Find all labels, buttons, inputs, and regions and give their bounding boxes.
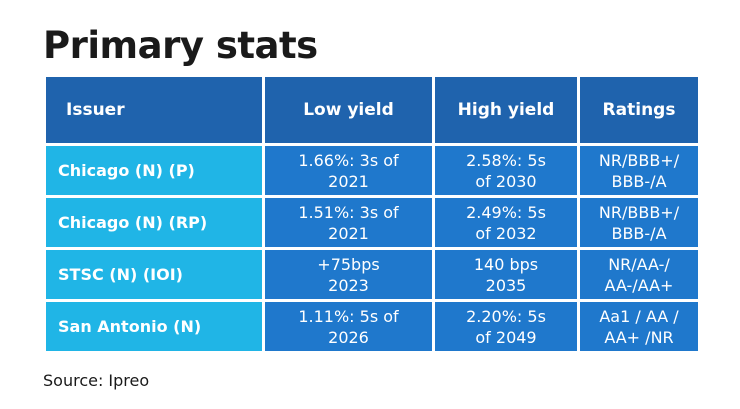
page-title: Primary stats [43, 24, 318, 67]
ratings-line1: NR/BBB+/ [598, 202, 680, 222]
high-yield-line2: 2035 [485, 275, 527, 295]
high-yield-line1: 2.49%: 5s [466, 202, 546, 222]
low-yield-cell: 1.51%: 3s of 2021 [262, 195, 435, 250]
high-yield-cell: 2.20%: 5s of 2049 [432, 299, 580, 354]
high-yield-line1: 2.58%: 5s [466, 150, 546, 170]
header-low-yield: Low yield [262, 74, 435, 146]
high-yield-cell: 140 bps 2035 [432, 247, 580, 302]
low-yield-line2: 2021 [328, 171, 369, 191]
low-yield-line1: 1.11%: 5s of [298, 306, 399, 326]
high-yield-line1: 2.20%: 5s [466, 306, 546, 326]
ratings-line1: NR/BBB+/ [598, 150, 680, 170]
source-note: Source: Ipreo [43, 371, 150, 390]
low-yield-line1: 1.66%: 3s of [298, 150, 399, 170]
high-yield-line1: 140 bps [473, 254, 539, 274]
high-yield-line2: of 2049 [475, 327, 537, 347]
low-yield-line1: +75bps [317, 254, 380, 274]
issuer-cell: Chicago (N) (RP) [43, 195, 265, 250]
ratings-line1: NR/AA-/ [608, 254, 670, 274]
low-yield-line2: 2021 [328, 223, 369, 243]
ratings-line1: Aa1 / AA / [599, 306, 679, 326]
ratings-line2: AA+ /NR [604, 327, 674, 347]
ratings-line2: BBB-/A [611, 223, 667, 243]
ratings-line2: AA-/AA+ [604, 275, 674, 295]
high-yield-line2: of 2032 [475, 223, 537, 243]
header-issuer: Issuer [43, 74, 265, 146]
table-row: Chicago (N) (RP) 1.51%: 3s of 2021 2.49%:… [43, 195, 701, 250]
ratings-cell: NR/BBB+/BBB-/A [577, 195, 701, 250]
ratings-line2: BBB-/A [611, 171, 667, 191]
low-yield-cell: +75bps 2023 [262, 247, 435, 302]
table-row: STSC (N) (IOI) +75bps 2023 140 bps 2035 NR… [43, 247, 701, 302]
low-yield-cell: 1.66%: 3s of 2021 [262, 143, 435, 198]
issuer-cell: STSC (N) (IOI) [43, 247, 265, 302]
ratings-cell: NR/BBB+/BBB-/A [577, 143, 701, 198]
low-yield-cell: 1.11%: 5s of 2026 [262, 299, 435, 354]
stats-table: Issuer Low yield High yield Ratings Chic… [43, 74, 701, 354]
high-yield-line2: of 2030 [475, 171, 537, 191]
table-row: Chicago (N) (P) 1.66%: 3s of 2021 2.58%: … [43, 143, 701, 198]
table-row: San Antonio (N) 1.11%: 5s of 2026 2.20%: … [43, 299, 701, 354]
ratings-cell: Aa1 / AA / AA+ /NR [577, 299, 701, 354]
high-yield-cell: 2.58%: 5s of 2030 [432, 143, 580, 198]
low-yield-line2: 2023 [328, 275, 369, 295]
low-yield-line2: 2026 [328, 327, 369, 347]
low-yield-line1: 1.51%: 3s of [298, 202, 399, 222]
header-high-yield: High yield [432, 74, 580, 146]
table-header-row: Issuer Low yield High yield Ratings [43, 74, 701, 146]
issuer-cell: San Antonio (N) [43, 299, 265, 354]
ratings-cell: NR/AA-/AA-/AA+ [577, 247, 701, 302]
header-ratings: Ratings [577, 74, 701, 146]
issuer-cell: Chicago (N) (P) [43, 143, 265, 198]
high-yield-cell: 2.49%: 5s of 2032 [432, 195, 580, 250]
